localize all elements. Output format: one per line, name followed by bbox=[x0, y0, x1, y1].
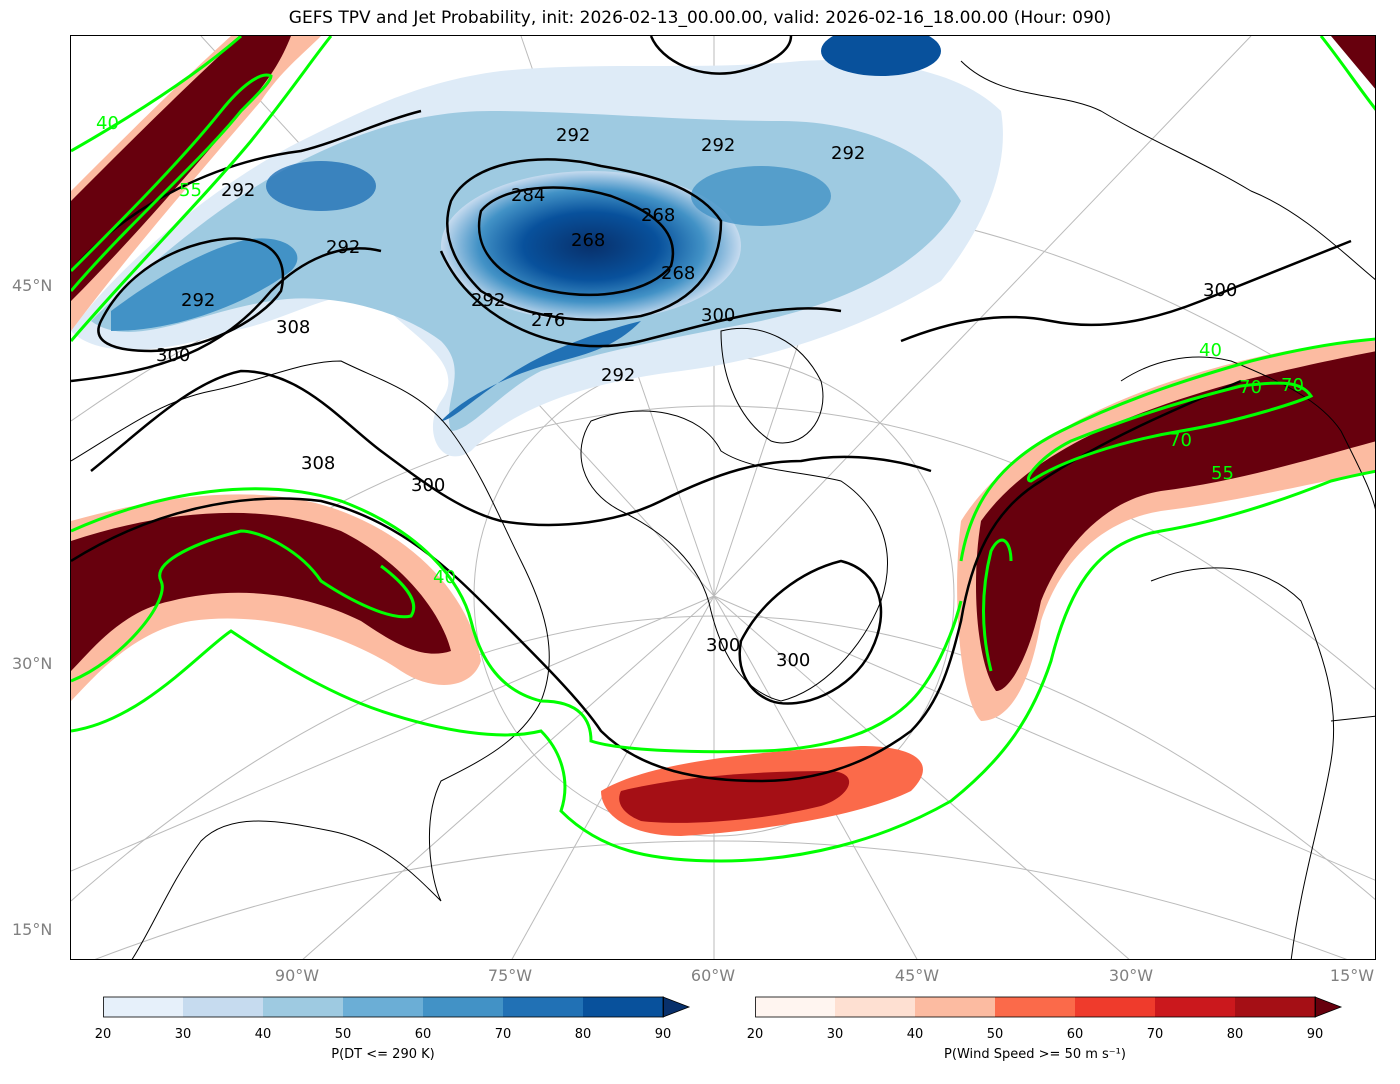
theta-label: 300 bbox=[411, 475, 445, 496]
theta-label: 292 bbox=[556, 125, 590, 146]
theta-label: 300 bbox=[701, 305, 735, 326]
jet-label: 40 bbox=[433, 567, 456, 588]
lon-label-75w: 75°W bbox=[487, 966, 533, 985]
theta-label: 300 bbox=[706, 635, 740, 656]
colorbar-segment bbox=[343, 997, 423, 1017]
colorbar-jet-bar bbox=[755, 996, 1343, 1018]
lon-label-60w: 60°W bbox=[690, 966, 736, 985]
colorbar-tick: 60 bbox=[414, 1027, 432, 1042]
colorbar-outline bbox=[103, 996, 664, 1018]
colorbar-tick: 30 bbox=[174, 1027, 192, 1042]
theta-label: 284 bbox=[511, 185, 545, 206]
jet-probability-fill bbox=[71, 36, 1375, 836]
colorbar-tick: 40 bbox=[254, 1027, 272, 1042]
colorbar-segment bbox=[503, 997, 583, 1017]
theta-label: 276 bbox=[531, 310, 565, 331]
jet-label: 70 bbox=[1239, 377, 1262, 398]
theta-label: 292 bbox=[601, 365, 635, 386]
jet-label: 55 bbox=[1211, 463, 1234, 484]
colorbar-segment bbox=[835, 997, 915, 1017]
colorbar-tick: 70 bbox=[494, 1027, 512, 1042]
colorbar-tick: 60 bbox=[1066, 1027, 1084, 1042]
colorbar-tick: 70 bbox=[1146, 1027, 1164, 1042]
theta-label: 268 bbox=[661, 263, 695, 284]
theta-label: 300 bbox=[1203, 280, 1237, 301]
theta-label: 300 bbox=[776, 650, 810, 671]
colorbar-jet-label: P(Wind Speed >= 50 m s⁻¹) bbox=[944, 1047, 1126, 1062]
colorbar-segment bbox=[1075, 997, 1155, 1017]
lat-label-45n: 45°N bbox=[12, 276, 53, 295]
colorbar-segment bbox=[103, 997, 183, 1017]
colorbar-tick: 80 bbox=[574, 1027, 592, 1042]
colorbar-segment bbox=[1155, 997, 1235, 1017]
colorbar-outline bbox=[755, 996, 1316, 1018]
colorbar-tpv: 20 30 40 50 60 70 80 90 P(DT <= 290 K) bbox=[95, 995, 703, 1070]
map-panel: 292 292 292 292 292 292 284 268 268 268 … bbox=[70, 35, 1376, 960]
colorbar-segment bbox=[423, 997, 503, 1017]
colorbar-tick: 20 bbox=[94, 1027, 112, 1042]
colorbar-extend-arrow bbox=[1314, 996, 1343, 1018]
colorbar-tpv-label: P(DT <= 290 K) bbox=[331, 1047, 435, 1062]
theta-label: 268 bbox=[641, 205, 675, 226]
colorbar-extend-arrow bbox=[662, 996, 691, 1018]
colorbar-segment bbox=[583, 997, 663, 1017]
theta-label: 268 bbox=[571, 230, 605, 251]
theta-label: 300 bbox=[156, 345, 190, 366]
colorbar-tpv-bar bbox=[103, 996, 691, 1018]
jet-label: 40 bbox=[96, 113, 119, 134]
colorbar-segment bbox=[183, 997, 263, 1017]
theta-label: 292 bbox=[831, 143, 865, 164]
lon-label-30w: 30°W bbox=[1108, 966, 1154, 985]
tpv-probability-fill bbox=[71, 36, 1003, 457]
theta-label: 292 bbox=[326, 237, 360, 258]
chart-title: GEFS TPV and Jet Probability, init: 2026… bbox=[288, 8, 1112, 28]
jet-contours bbox=[71, 36, 1375, 863]
colorbar-segment bbox=[263, 997, 343, 1017]
jet-label: 70 bbox=[1169, 430, 1192, 451]
colorbar-tick: 80 bbox=[1226, 1027, 1244, 1042]
colorbar-tick: 50 bbox=[986, 1027, 1004, 1042]
theta-label: 308 bbox=[301, 453, 335, 474]
jet-label: 40 bbox=[1199, 340, 1222, 361]
colorbar-segment bbox=[755, 997, 835, 1017]
jet-contour-labels: 40 55 40 40 70 70 55 70 bbox=[96, 113, 1304, 588]
contour-labels: 292 292 292 292 292 292 284 268 268 268 … bbox=[156, 125, 1237, 671]
lon-label-90w: 90°W bbox=[274, 966, 320, 985]
theta-label: 292 bbox=[221, 180, 255, 201]
lon-label-45w: 45°W bbox=[894, 966, 940, 985]
colorbar-jet: 20 30 40 50 60 70 80 90 P(Wind Speed >= … bbox=[747, 995, 1355, 1070]
theta-label: 292 bbox=[471, 290, 505, 311]
theta-label: 308 bbox=[276, 317, 310, 338]
theta-label: 292 bbox=[181, 290, 215, 311]
jet-label: 70 bbox=[1281, 375, 1304, 396]
colorbar-tick: 20 bbox=[746, 1027, 764, 1042]
colorbar-segment bbox=[995, 997, 1075, 1017]
colorbar-tick: 40 bbox=[906, 1027, 924, 1042]
colorbar-tick: 90 bbox=[1306, 1027, 1324, 1042]
lon-label-15w: 15°W bbox=[1329, 966, 1375, 985]
map-canvas: 292 292 292 292 292 292 284 268 268 268 … bbox=[71, 36, 1375, 959]
lat-label-15n: 15°N bbox=[12, 920, 53, 939]
colorbar-tick: 30 bbox=[826, 1027, 844, 1042]
lat-label-30n: 30°N bbox=[12, 654, 53, 673]
colorbar-tick: 50 bbox=[334, 1027, 352, 1042]
colorbar-segment bbox=[915, 997, 995, 1017]
theta-contours bbox=[71, 36, 1352, 783]
jet-label: 55 bbox=[179, 180, 202, 201]
colorbar-segment bbox=[1235, 997, 1315, 1017]
colorbar-tick: 90 bbox=[654, 1027, 672, 1042]
theta-label: 292 bbox=[701, 135, 735, 156]
